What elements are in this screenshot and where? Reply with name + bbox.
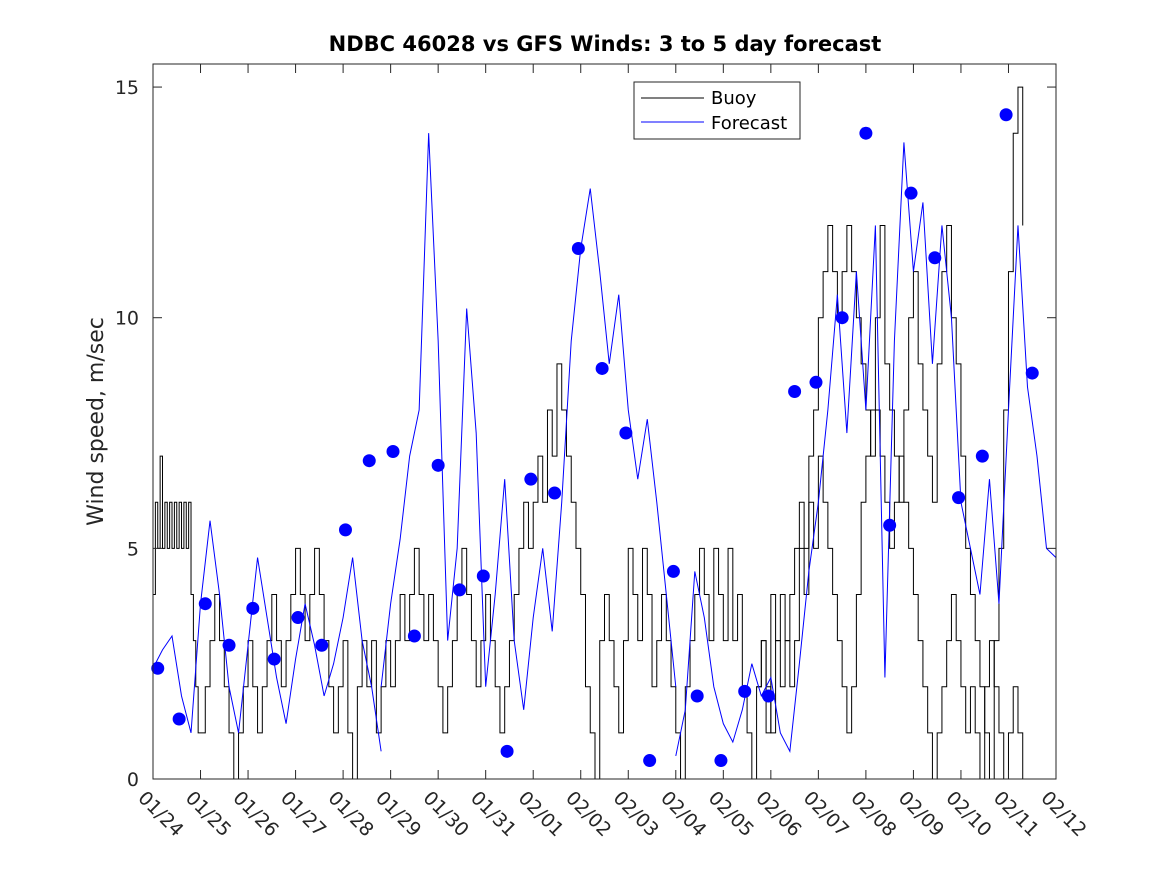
forecast-marker-point <box>431 458 445 472</box>
forecast-marker-point <box>524 472 538 486</box>
forecast-marker-point <box>267 652 281 666</box>
forecast-marker-point <box>904 186 918 200</box>
legend-box <box>633 81 801 140</box>
legend-label-forecast: Forecast <box>711 113 787 134</box>
y-tick-label: 10 <box>115 308 139 330</box>
legend-label-buoy: Buoy <box>711 88 757 109</box>
chart-title: NDBC 46028 vs GFS Winds: 3 to 5 day fore… <box>329 32 882 56</box>
series-layer <box>152 86 1057 780</box>
y-axis-label: Wind speed, m/sec <box>84 317 109 526</box>
plot-background <box>153 64 1056 779</box>
forecast-marker-point <box>809 375 823 389</box>
forecast-marker-point <box>835 311 849 325</box>
y-tick-label: 0 <box>127 769 139 791</box>
forecast-marker-point <box>975 449 989 463</box>
forecast-marker-point <box>222 638 236 652</box>
forecast-marker-point <box>883 518 897 532</box>
forecast-series-line <box>675 142 1057 757</box>
forecast-marker-point <box>500 744 514 758</box>
forecast-marker-point <box>714 754 728 768</box>
forecast-marker-point <box>453 583 467 597</box>
buoy-series-line <box>756 86 1024 780</box>
forecast-series-line <box>152 520 382 752</box>
forecast-marker-point <box>643 754 657 768</box>
forecast-marker-point <box>859 126 873 140</box>
forecast-marker-point <box>198 597 212 611</box>
forecast-marker-point <box>246 601 260 615</box>
plot-area <box>151 63 1057 780</box>
forecast-series-line <box>380 133 677 710</box>
plot-frame <box>152 63 1057 780</box>
forecast-marker-point <box>172 712 186 726</box>
y-tick-label: 5 <box>127 538 139 560</box>
marker-layer <box>151 108 1039 768</box>
forecast-marker-point <box>619 426 633 440</box>
forecast-marker-point <box>1025 366 1039 380</box>
forecast-marker-point <box>362 454 376 468</box>
forecast-marker-point <box>571 242 585 256</box>
forecast-marker-point <box>407 629 421 643</box>
legend: Buoy Forecast <box>633 81 801 140</box>
forecast-marker-point <box>761 689 775 703</box>
forecast-marker-point <box>291 611 305 625</box>
forecast-marker-point <box>386 444 400 458</box>
forecast-marker-point <box>928 251 942 265</box>
forecast-marker-point <box>151 661 165 675</box>
forecast-marker-point <box>690 689 704 703</box>
y-tick-label: 15 <box>115 77 139 99</box>
forecast-marker-point <box>666 564 680 578</box>
forecast-marker-point <box>738 684 752 698</box>
forecast-marker-point <box>338 523 352 537</box>
forecast-marker-point <box>952 491 966 505</box>
buoy-series-line <box>153 224 1028 780</box>
forecast-marker-point <box>476 569 490 583</box>
y-axis: 0 5 10 15 <box>115 77 1056 791</box>
forecast-marker-point <box>548 486 562 500</box>
forecast-marker-point <box>788 385 802 399</box>
forecast-marker-point <box>595 361 609 375</box>
forecast-marker-point <box>315 638 329 652</box>
forecast-marker-point <box>999 108 1013 122</box>
